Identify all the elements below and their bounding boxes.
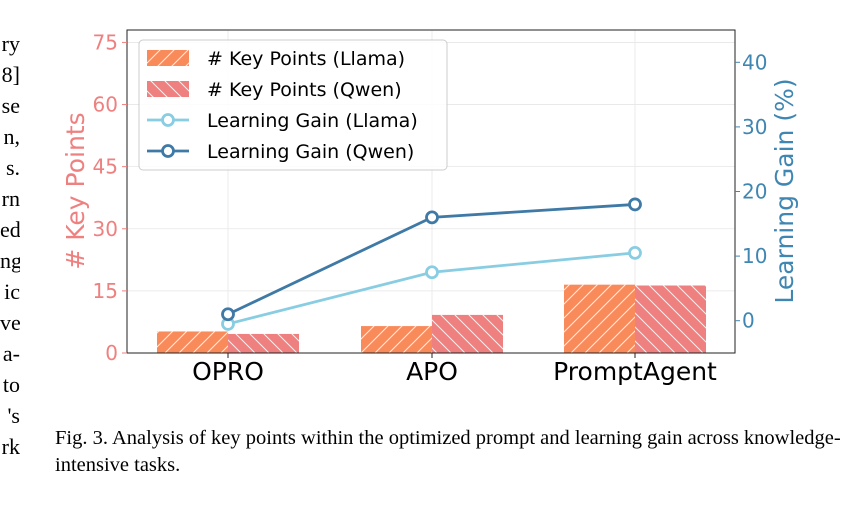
- bar-hatch: [635, 285, 706, 353]
- y2-tick-label: 10: [742, 244, 767, 268]
- lines: [221, 197, 642, 331]
- x-tick-label: APO: [406, 357, 458, 386]
- x-tick-label: PromptAgent: [553, 357, 717, 386]
- y-tick-label: 0: [105, 341, 118, 365]
- y2-tick-label: 20: [742, 180, 767, 204]
- line-point: [628, 197, 642, 212]
- margin-fragment: ng: [0, 248, 20, 273]
- margin-fragment: rk: [1, 434, 20, 459]
- legend-label: # Key Points (Llama): [207, 48, 405, 70]
- margin-fragment: ve: [0, 310, 20, 335]
- x-tick-label: OPRO: [192, 357, 264, 386]
- margin-fragment: s.: [5, 155, 20, 180]
- margin-fragment: to: [2, 372, 20, 397]
- legend-swatch-hatch: [147, 81, 189, 97]
- y-tick-label: 60: [93, 93, 118, 117]
- y2-tick-label: 40: [742, 50, 767, 74]
- y-tick-label: 30: [93, 217, 118, 241]
- bar-hatch: [157, 331, 228, 353]
- line-point: [425, 265, 439, 280]
- axes: 0 15 30 45 60 75 0 10 20 30 40 OPRO APO PromptAgent # …: [61, 29, 799, 386]
- bar-hatch: [432, 314, 503, 353]
- legend-swatch-hatch: [147, 50, 189, 66]
- bar-hatch: [228, 333, 299, 353]
- left-column-text-fragments: ry 8] se n, s. rn ed ng ic ve a-to 's rk: [0, 28, 20, 510]
- legend-label: Learning Gain (Qwen): [207, 141, 414, 163]
- y2-tick-label: 0: [742, 309, 755, 333]
- margin-fragment: ic: [4, 279, 20, 304]
- line-point: [221, 307, 235, 322]
- margin-fragment: ry: [1, 31, 20, 56]
- bars: [157, 284, 706, 353]
- margin-fragment: a-: [2, 341, 20, 366]
- margin-fragment: ed: [0, 217, 20, 242]
- y2-tick-label: 30: [742, 115, 767, 139]
- y-axis-label: # Key Points: [61, 112, 90, 269]
- legend-marker: [161, 113, 175, 127]
- legend-label: # Key Points (Qwen): [207, 79, 402, 101]
- y2-axis-label: Learning Gain (%): [770, 78, 799, 303]
- y-tick-label: 45: [93, 155, 118, 179]
- legend-label: Learning Gain (Llama): [207, 110, 418, 132]
- margin-fragment: rn: [1, 186, 20, 211]
- legend: # Key Points (Llama) # Key Points (Qwen) L…: [138, 39, 448, 171]
- figure-caption: Fig. 3. Analysis of key points within th…: [55, 427, 841, 476]
- bar-hatch: [564, 284, 635, 353]
- margin-fragment: 's: [7, 403, 20, 428]
- y-tick-label: 15: [93, 279, 118, 303]
- line-point: [628, 245, 642, 260]
- chart: 0 15 30 45 60 75 0 10 20 30 40 OPRO APO PromptAgent # …: [61, 29, 799, 386]
- margin-fragment: 8]: [1, 62, 20, 87]
- margin-fragment: n,: [3, 124, 21, 149]
- margin-fragment: se: [1, 93, 20, 118]
- line-point: [425, 210, 439, 225]
- bar-hatch: [361, 326, 432, 353]
- y-tick-label: 75: [93, 30, 118, 54]
- legend-marker: [161, 144, 175, 158]
- legend-box: [138, 39, 448, 171]
